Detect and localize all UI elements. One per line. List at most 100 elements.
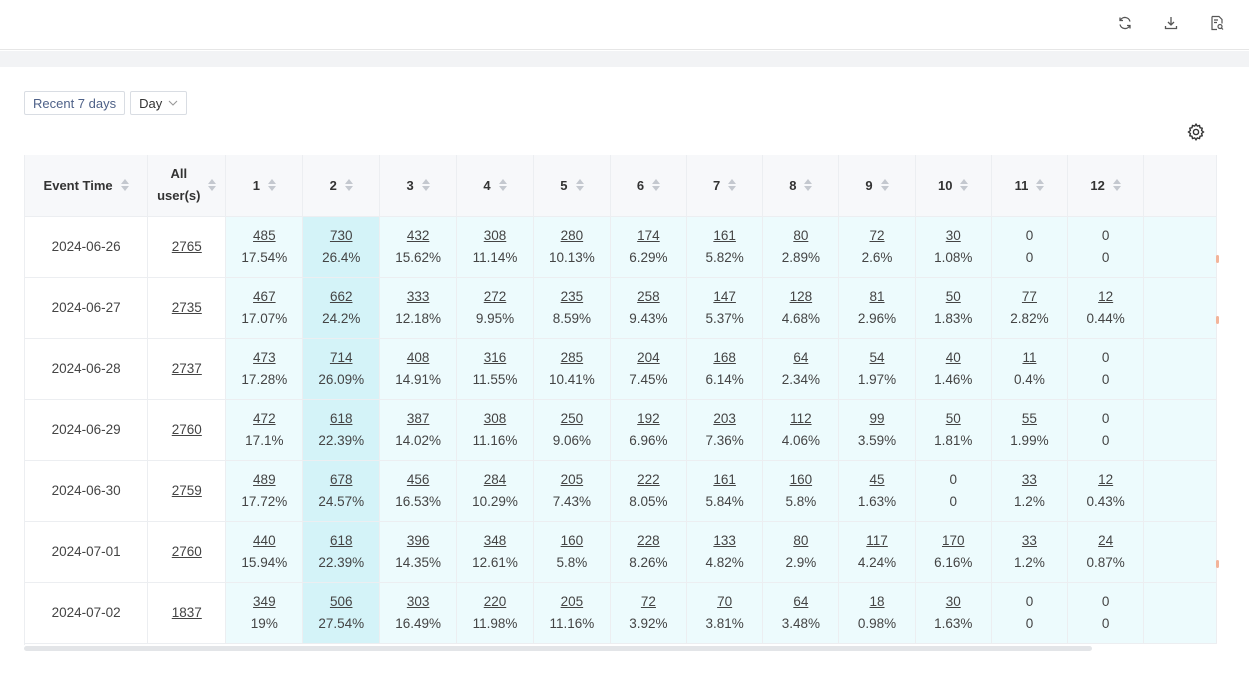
retention-count-link[interactable]: 161: [713, 471, 736, 487]
retention-count-link[interactable]: 192: [637, 410, 660, 426]
header-day-8[interactable]: 8: [762, 155, 840, 217]
retention-count-link[interactable]: 50: [945, 410, 961, 426]
retention-count-link[interactable]: 128: [789, 288, 813, 304]
retention-count-link[interactable]: 203: [713, 410, 736, 426]
header-day-3[interactable]: 3: [379, 155, 458, 217]
retention-count-link[interactable]: 485: [253, 227, 276, 243]
retention-count-link[interactable]: 220: [483, 593, 507, 609]
retention-count-link[interactable]: 40: [945, 349, 961, 365]
retention-count-link[interactable]: 678: [329, 471, 353, 487]
all-users-link[interactable]: 2760: [171, 422, 202, 437]
retention-count-link[interactable]: 618: [329, 410, 353, 426]
retention-count-link[interactable]: 396: [406, 532, 430, 548]
retention-count-link[interactable]: 80: [793, 227, 809, 243]
retention-count-link[interactable]: 204: [637, 349, 660, 365]
retention-count-link[interactable]: 222: [637, 471, 660, 487]
retention-count-link[interactable]: 285: [560, 349, 584, 365]
refresh-icon[interactable]: [1115, 13, 1135, 33]
sort-icon[interactable]: [728, 179, 737, 192]
retention-count-link[interactable]: 258: [637, 288, 660, 304]
retention-count-link[interactable]: 54: [869, 349, 885, 365]
retention-count-link[interactable]: 235: [560, 288, 584, 304]
header-event-time[interactable]: Event Time: [25, 155, 149, 217]
sort-icon[interactable]: [208, 179, 217, 192]
sort-icon[interactable]: [652, 179, 661, 192]
retention-count-link[interactable]: 80: [793, 532, 809, 548]
retention-count-link[interactable]: 467: [253, 288, 276, 304]
header-day-10[interactable]: 10: [915, 155, 992, 217]
retention-count-link[interactable]: 618: [329, 532, 353, 548]
retention-count-link[interactable]: 387: [406, 410, 430, 426]
retention-table-container[interactable]: Event Time All user(s) 1 2 3 4 5 6 7 8 9 10 11 12 20…: [24, 155, 1217, 645]
retention-count-link[interactable]: 12: [1098, 471, 1114, 487]
retention-count-link[interactable]: 11: [1022, 349, 1037, 365]
retention-count-link[interactable]: 45: [869, 471, 885, 487]
retention-count-link[interactable]: 228: [637, 532, 660, 548]
horizontal-scrollbar[interactable]: [24, 646, 1092, 651]
retention-count-link[interactable]: 160: [560, 532, 584, 548]
retention-count-link[interactable]: 506: [329, 593, 353, 609]
retention-count-link[interactable]: 70: [717, 593, 733, 609]
retention-count-link[interactable]: 205: [560, 471, 584, 487]
retention-count-link[interactable]: 308: [483, 227, 507, 243]
retention-count-link[interactable]: 30: [945, 593, 961, 609]
sort-icon[interactable]: [120, 179, 129, 192]
retention-count-link[interactable]: 30: [945, 227, 961, 243]
retention-count-link[interactable]: 133: [713, 532, 736, 548]
retention-count-link[interactable]: 160: [789, 471, 813, 487]
sort-icon[interactable]: [880, 179, 889, 192]
retention-count-link[interactable]: 64: [793, 593, 809, 609]
sort-icon[interactable]: [1112, 179, 1121, 192]
retention-count-link[interactable]: 168: [713, 349, 736, 365]
retention-count-link[interactable]: 112: [790, 410, 812, 426]
retention-count-link[interactable]: 33: [1021, 471, 1037, 487]
all-users-link[interactable]: 2759: [171, 483, 202, 498]
retention-count-link[interactable]: 303: [406, 593, 430, 609]
sort-icon[interactable]: [575, 179, 584, 192]
retention-count-link[interactable]: 432: [406, 227, 430, 243]
retention-count-link[interactable]: 50: [945, 288, 961, 304]
sort-icon[interactable]: [498, 179, 507, 192]
header-day-6[interactable]: 6: [610, 155, 688, 217]
report-search-icon[interactable]: [1207, 13, 1227, 33]
retention-count-link[interactable]: 473: [253, 349, 276, 365]
header-day-1[interactable]: 1: [225, 155, 304, 217]
retention-count-link[interactable]: 18: [869, 593, 885, 609]
all-users-link[interactable]: 2760: [171, 544, 202, 559]
retention-count-link[interactable]: 333: [406, 288, 430, 304]
retention-count-link[interactable]: 77: [1021, 288, 1037, 304]
sort-icon[interactable]: [804, 179, 813, 192]
retention-count-link[interactable]: 99: [869, 410, 885, 426]
retention-count-link[interactable]: 117: [866, 532, 888, 548]
header-day-9[interactable]: 9: [838, 155, 916, 217]
retention-count-link[interactable]: 730: [329, 227, 353, 243]
retention-count-link[interactable]: 349: [253, 593, 276, 609]
retention-count-link[interactable]: 472: [253, 410, 276, 426]
retention-count-link[interactable]: 72: [640, 593, 656, 609]
all-users-link[interactable]: 2737: [171, 361, 202, 376]
retention-count-link[interactable]: 280: [560, 227, 584, 243]
retention-count-link[interactable]: 284: [483, 471, 507, 487]
granularity-select[interactable]: Day: [130, 91, 188, 115]
retention-count-link[interactable]: 81: [869, 288, 885, 304]
header-day-2[interactable]: 2: [302, 155, 381, 217]
download-icon[interactable]: [1161, 13, 1181, 33]
retention-count-link[interactable]: 348: [483, 532, 507, 548]
retention-count-link[interactable]: 170: [941, 532, 965, 548]
retention-count-link[interactable]: 205: [560, 593, 584, 609]
retention-count-link[interactable]: 456: [406, 471, 430, 487]
sort-icon[interactable]: [267, 179, 276, 192]
header-day-4[interactable]: 4: [456, 155, 534, 217]
retention-count-link[interactable]: 316: [483, 349, 507, 365]
date-range-button[interactable]: Recent 7 days: [24, 91, 126, 115]
sort-icon[interactable]: [1036, 179, 1045, 192]
sort-icon[interactable]: [421, 179, 430, 192]
retention-count-link[interactable]: 662: [329, 288, 353, 304]
retention-count-link[interactable]: 64: [793, 349, 809, 365]
retention-count-link[interactable]: 147: [713, 288, 736, 304]
retention-count-link[interactable]: 272: [483, 288, 507, 304]
all-users-link[interactable]: 2735: [171, 300, 202, 315]
all-users-link[interactable]: 2765: [171, 239, 202, 254]
retention-count-link[interactable]: 24: [1098, 532, 1114, 548]
table-settings-gear-icon[interactable]: [1186, 122, 1206, 142]
